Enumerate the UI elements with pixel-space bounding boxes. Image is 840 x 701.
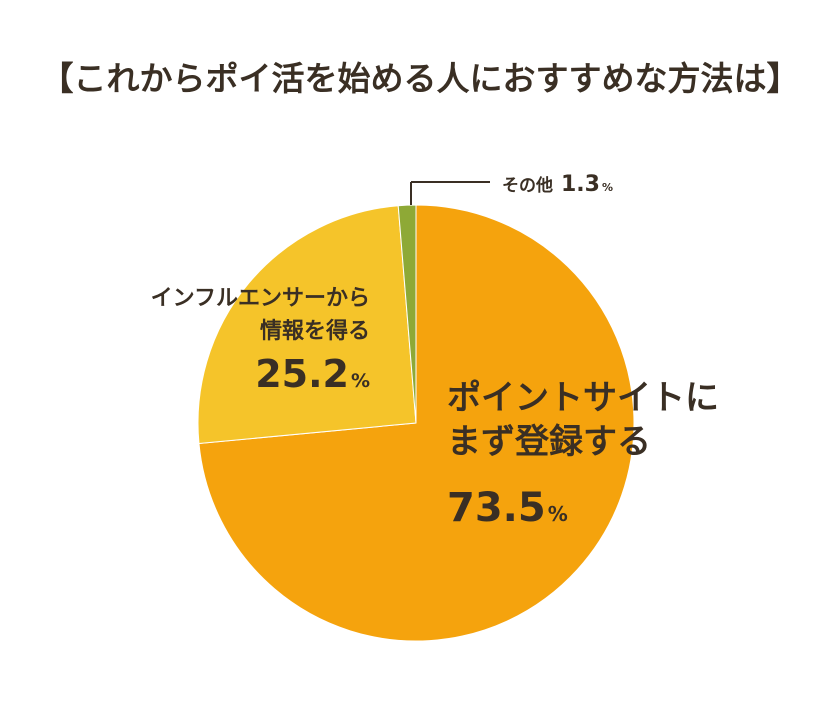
slice-label-other: その他 1.3% bbox=[502, 171, 613, 197]
pie-slice-influencer bbox=[197, 205, 417, 445]
slice-label-influencer: インフルエンサーから 情報を得る 25.2% bbox=[151, 282, 370, 398]
slice-value-other-number: 1.3 bbox=[561, 172, 600, 197]
slice-value-influencer-number: 25.2 bbox=[255, 352, 349, 396]
slice-value-other: 1.3% bbox=[561, 172, 613, 197]
slice-value-point-site-number: 73.5 bbox=[447, 485, 546, 532]
pie-slices bbox=[197, 204, 635, 642]
slice-value-other-unit: % bbox=[601, 181, 614, 194]
slice-value-point-site: 73.5% bbox=[447, 484, 719, 532]
slice-label-other-name: その他 bbox=[502, 176, 553, 196]
slice-label-point-site-line1: ポイントサイトに bbox=[447, 378, 719, 418]
slice-label-influencer-line2: 情報を得る bbox=[259, 319, 370, 344]
slice-label-point-site: ポイントサイトに まず登録する 73.5% bbox=[447, 376, 719, 532]
slice-value-point-site-unit: % bbox=[547, 502, 568, 527]
slice-label-point-site-line2: まず登録する bbox=[447, 422, 651, 463]
slice-label-influencer-line1: インフルエンサーから bbox=[150, 286, 370, 311]
slice-value-influencer-unit: % bbox=[350, 370, 370, 392]
pie-slice-other bbox=[397, 204, 417, 424]
slice-value-influencer: 25.2% bbox=[151, 352, 370, 398]
chart-title: 【これからポイ活を始める人におすすめな方法は】 bbox=[40, 59, 800, 98]
